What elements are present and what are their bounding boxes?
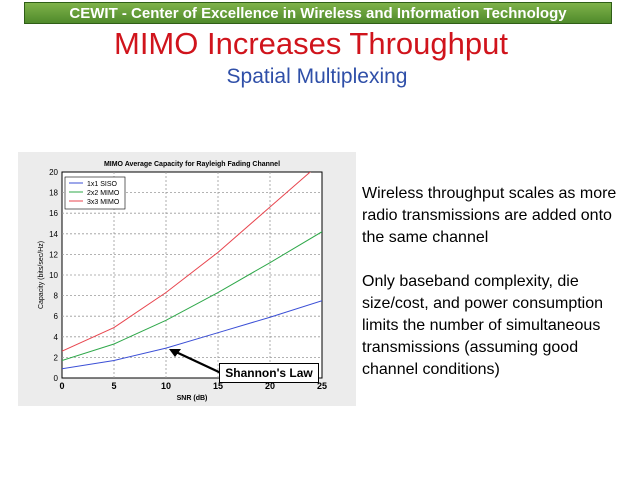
chart-svg: 0 5 10 15 20 25 0 2 4 6 8 10 12 14 16 18 20 MIMO Average … bbox=[38, 161, 327, 402]
slide-subtitle: Spatial Multiplexing bbox=[226, 65, 408, 88]
y-tick-label: 0 bbox=[54, 374, 59, 383]
chart-title: MIMO Average Capacity for Rayleigh Fadin… bbox=[104, 161, 280, 168]
capacity-chart: 0 5 10 15 20 25 0 2 4 6 8 10 12 14 16 18 20 MIMO Average … bbox=[18, 152, 356, 406]
y-tick-label: 20 bbox=[49, 168, 58, 177]
slide-title: MIMO Increases Throughput bbox=[114, 26, 508, 61]
series-line-3x3-mimo bbox=[62, 172, 311, 352]
shannon-law-label: Shannon's Law bbox=[219, 363, 319, 383]
x-tick-label: 5 bbox=[111, 381, 116, 391]
x-tick-label: 25 bbox=[317, 381, 327, 391]
y-tick-label: 16 bbox=[49, 209, 58, 218]
x-tick-label: 10 bbox=[161, 381, 171, 391]
series-line-2x2-mimo bbox=[62, 231, 322, 361]
legend-box bbox=[64, 176, 126, 210]
y-axis-label: Capacity (bits/sec/Hz) bbox=[38, 241, 45, 309]
y-tick-label: 6 bbox=[54, 312, 59, 321]
y-tick-label: 2 bbox=[54, 353, 59, 362]
bullet-1: Wireless throughput scales as more radio… bbox=[362, 185, 617, 246]
x-tick-label: 0 bbox=[59, 381, 64, 391]
x-tick-label: 20 bbox=[265, 381, 275, 391]
legend-label: 1x1 SISO bbox=[87, 181, 118, 188]
y-tick-label: 14 bbox=[49, 230, 58, 239]
bullet-2: Only baseband complexity, die size/cost,… bbox=[362, 273, 604, 378]
bullet-list: Wireless throughput scales as more radio… bbox=[362, 183, 634, 403]
y-tick-label: 8 bbox=[54, 292, 59, 301]
x-axis-label: SNR (dB) bbox=[177, 395, 208, 402]
shannon-arrow-head bbox=[169, 349, 181, 357]
shannon-arrow-shaft bbox=[175, 351, 222, 374]
y-tick-label: 18 bbox=[49, 189, 58, 198]
x-tick-label: 15 bbox=[213, 381, 223, 391]
y-tick-label: 10 bbox=[49, 271, 58, 280]
header-banner: CEWIT - Center of Excellence in Wireless… bbox=[24, 2, 612, 24]
series-line-1x1-siso bbox=[62, 300, 322, 370]
y-tick-label: 4 bbox=[54, 333, 59, 342]
legend-label: 3x3 MIMO bbox=[87, 199, 120, 206]
legend-label: 2x2 MIMO bbox=[87, 190, 120, 197]
y-tick-label: 12 bbox=[49, 250, 58, 259]
